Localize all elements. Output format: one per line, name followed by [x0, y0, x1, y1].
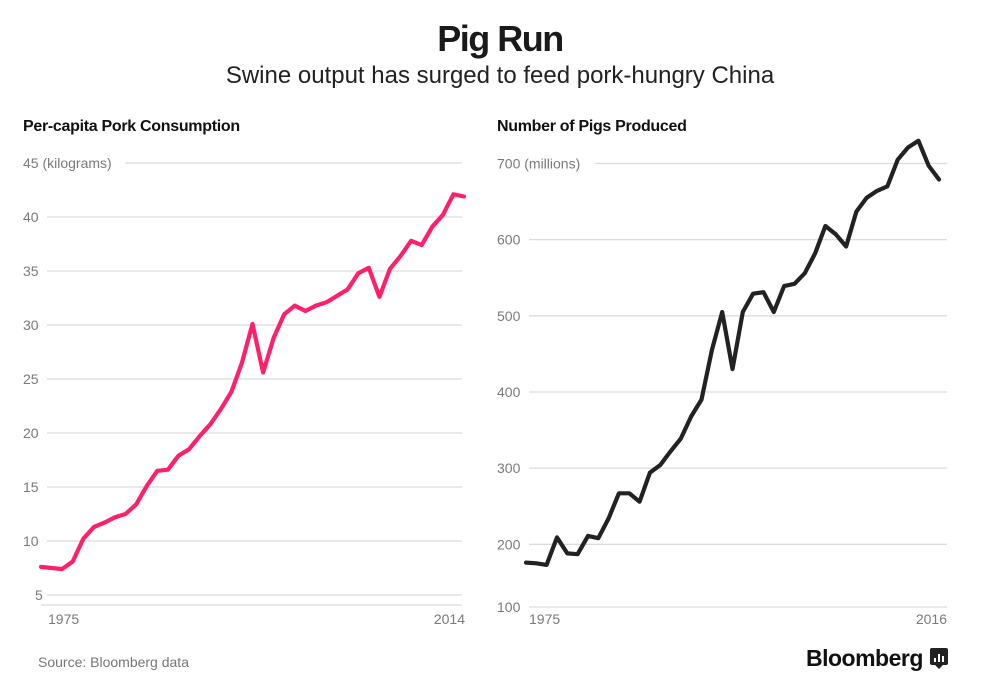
y-tick-label: 10 — [23, 533, 39, 549]
y-tick-label: 600 — [497, 232, 521, 248]
y-tick-label: 500 — [497, 308, 521, 324]
y-tick-label: 45 (kilograms) — [23, 155, 112, 171]
x-tick-label-end: 2014 — [434, 611, 465, 627]
y-tick-label: 200 — [497, 536, 521, 552]
x-tick-label-start: 1975 — [529, 611, 560, 627]
y-tick-label: 100 — [497, 599, 521, 615]
y-tick-label: 700 (millions) — [497, 156, 580, 172]
left-panel-title: Per-capita Pork Consumption — [23, 118, 240, 135]
y-tick-label: 40 — [23, 209, 39, 225]
series-line — [523, 138, 942, 568]
chart-subtitle: Swine output has surged to feed pork-hun… — [225, 62, 775, 89]
source-note: Source: Bloomberg data — [38, 654, 189, 670]
y-tick-label: 300 — [497, 460, 521, 476]
y-tick-label: 20 — [23, 425, 39, 441]
pigs-produced-chart: 100 200 300 400 500 600 700 (millions) 1975 2016 — [497, 138, 947, 627]
pork-consumption-chart: 5 10 15 20 25 30 35 40 45 (kilograms) 1975 2014 — [23, 155, 467, 627]
y-tick-label: 15 — [23, 479, 39, 495]
y-tick-label: 400 — [497, 384, 521, 400]
right-panel-title: Number of Pigs Produced — [497, 118, 687, 135]
y-tick-label: 5 — [35, 587, 43, 603]
bloomberg-logo: Bloomberg — [806, 645, 923, 671]
series-line — [38, 192, 467, 572]
y-tick-label: 35 — [23, 263, 39, 279]
x-tick-label-end: 2016 — [916, 611, 947, 627]
y-tick-label: 25 — [23, 371, 39, 387]
chart-title: Pig Run — [437, 18, 564, 59]
x-tick-label-start: 1975 — [48, 611, 79, 627]
bloomberg-chart-icon — [930, 648, 948, 669]
y-tick-label: 30 — [23, 317, 39, 333]
